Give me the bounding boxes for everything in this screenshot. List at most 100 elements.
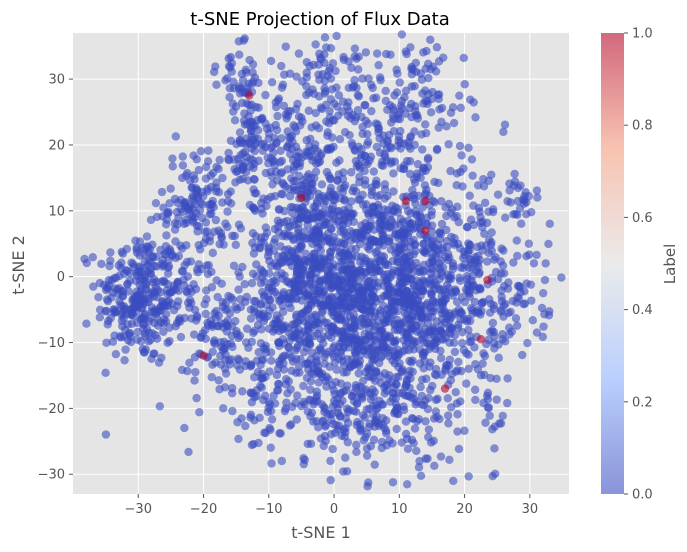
scatter-point xyxy=(325,106,334,116)
scatter-point xyxy=(230,231,239,241)
scatter-point xyxy=(513,183,523,193)
scatter-point xyxy=(410,140,419,150)
scatter-point xyxy=(362,451,372,460)
scatter-point xyxy=(356,267,366,276)
scatter-point xyxy=(375,134,384,143)
scatter-point xyxy=(119,302,129,311)
scatter-point xyxy=(273,338,283,347)
scatter-point xyxy=(319,441,328,451)
scatter-point xyxy=(407,99,416,109)
scatter-point xyxy=(347,138,357,148)
scatter-point xyxy=(257,355,267,364)
scatter-point xyxy=(298,232,307,241)
scatter-point xyxy=(257,204,266,213)
scatter-point xyxy=(429,414,439,423)
scatter-point xyxy=(369,94,378,103)
scatter-point xyxy=(220,383,230,392)
scatter-point xyxy=(321,219,331,228)
scatter-point xyxy=(426,269,436,278)
scatter-point xyxy=(261,142,270,152)
scatter-point xyxy=(413,312,422,321)
scatter-point xyxy=(512,236,522,245)
scatter-point xyxy=(498,411,507,421)
scatter-point xyxy=(424,425,434,434)
scatter-point xyxy=(397,438,407,447)
scatter-point xyxy=(526,280,536,289)
scatter-point xyxy=(423,155,433,164)
scatter-point xyxy=(247,279,257,288)
scatter-point xyxy=(362,444,372,453)
scatter-point xyxy=(506,198,515,207)
scatter-point xyxy=(432,327,441,336)
scatter-point xyxy=(159,327,168,336)
scatter-point xyxy=(399,293,409,303)
scatter-point xyxy=(421,306,430,315)
scatter-point xyxy=(469,220,479,230)
scatter-point xyxy=(332,365,341,374)
scatter-point xyxy=(434,57,444,66)
scatter-point xyxy=(386,289,395,298)
scatter-point xyxy=(392,424,401,434)
scatter-point xyxy=(418,203,427,212)
scatter-point xyxy=(431,395,441,405)
scatter-point xyxy=(221,76,230,85)
scatter-point xyxy=(186,257,196,266)
scatter-point xyxy=(370,312,379,321)
scatter-point xyxy=(436,354,446,363)
scatter-point xyxy=(347,392,357,401)
scatter-point xyxy=(111,349,121,359)
scatter-point xyxy=(441,252,451,262)
scatter-point xyxy=(369,435,379,445)
scatter-point xyxy=(341,233,350,242)
scatter-point xyxy=(455,273,464,283)
scatter-point xyxy=(335,156,344,165)
scatter-point xyxy=(165,323,174,332)
scatter-point xyxy=(416,471,426,481)
scatter-point xyxy=(424,89,433,99)
scatter-point xyxy=(170,225,180,234)
scatter-point xyxy=(453,366,462,375)
scatter-point xyxy=(218,173,227,183)
scatter-point xyxy=(381,96,391,106)
scatter-point xyxy=(261,90,270,100)
scatter-point xyxy=(396,164,405,173)
scatter-point xyxy=(242,292,251,302)
scatter-point xyxy=(306,355,315,364)
scatter-point xyxy=(249,203,258,212)
scatter-point xyxy=(372,263,381,272)
scatter-point xyxy=(387,304,396,313)
scatter-point xyxy=(487,246,496,256)
scatter-point xyxy=(315,254,324,264)
scatter-point xyxy=(170,194,180,204)
scatter-point xyxy=(189,330,199,339)
scatter-point xyxy=(407,358,416,367)
scatter-point xyxy=(381,49,391,59)
scatter-point xyxy=(139,348,149,357)
scatter-point xyxy=(328,444,337,454)
scatter-point xyxy=(246,314,256,323)
scatter-point xyxy=(174,286,183,295)
scatter-point xyxy=(400,93,409,102)
scatter-point xyxy=(291,142,301,152)
scatter-point xyxy=(512,321,522,330)
scatter-point xyxy=(267,415,277,424)
scatter-point xyxy=(223,189,233,199)
colorbar-tick-label: 0.8 xyxy=(632,119,653,134)
scatter-point xyxy=(426,108,436,117)
scatter-point xyxy=(260,313,270,323)
scatter-point xyxy=(268,157,277,166)
scatter-point xyxy=(485,411,494,420)
scatter-point xyxy=(419,48,428,57)
scatter-point xyxy=(340,128,350,137)
scatter-point xyxy=(342,467,352,476)
scatter-point xyxy=(150,307,160,316)
scatter-point xyxy=(442,237,451,246)
y-tick-label: −20 xyxy=(38,402,65,417)
scatter-point xyxy=(480,370,489,380)
scatter-point xyxy=(411,246,420,256)
scatter-point xyxy=(292,391,302,400)
scatter-point xyxy=(180,198,189,208)
y-tick-label: −10 xyxy=(38,336,65,351)
scatter-point xyxy=(370,376,380,385)
scatter-point xyxy=(401,47,411,56)
